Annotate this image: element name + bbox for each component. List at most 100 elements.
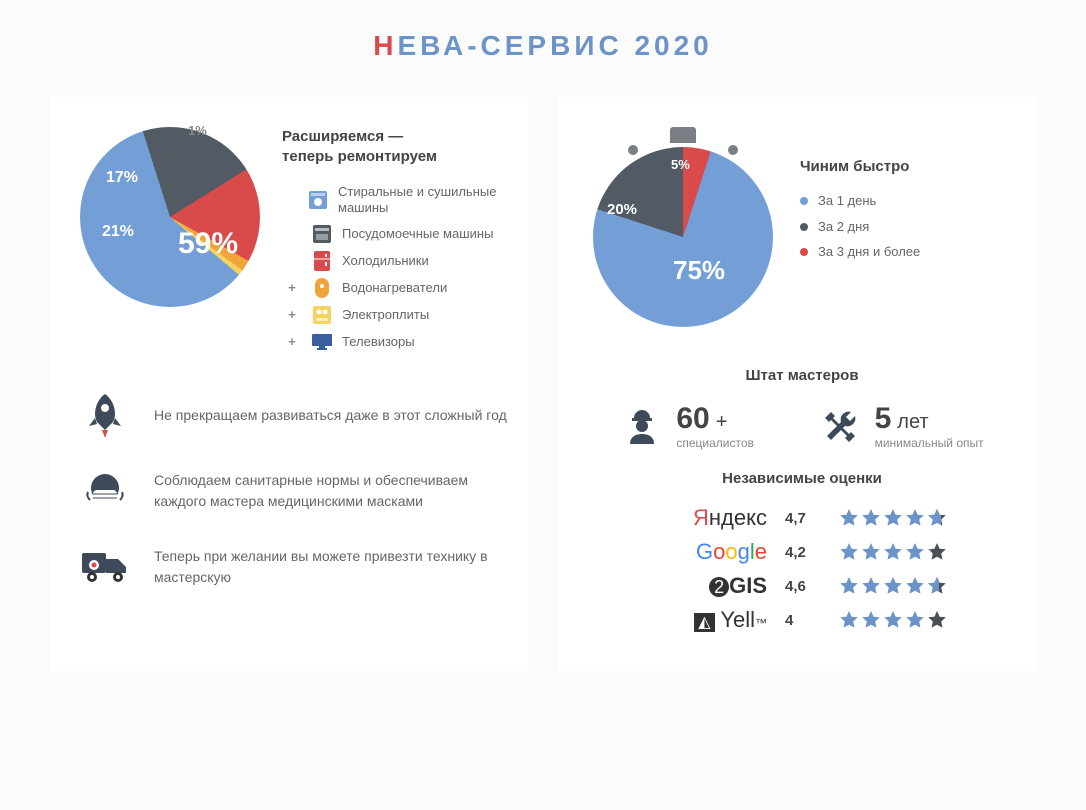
stopwatch-icon: 75% 20% 5% xyxy=(588,127,778,337)
staff-heading: Штат мастеров xyxy=(588,367,1016,384)
dishwasher-icon xyxy=(312,225,332,243)
legend-item: Посудомоечные машины xyxy=(282,225,508,243)
services-pie-title: Расширяемся —теперь ремонтируем xyxy=(282,127,508,168)
star-icon xyxy=(861,610,881,630)
pie-slice-label: 5% xyxy=(671,157,690,172)
star-icon xyxy=(861,576,881,596)
title-first-letter: Н xyxy=(373,30,397,61)
rating-row: Google 4,2 xyxy=(588,539,1016,565)
star-icon xyxy=(905,542,925,562)
plus-marker: + xyxy=(282,280,302,296)
rating-score: 4,6 xyxy=(785,578,821,595)
speed-pie-chart: 75% 20% 5% xyxy=(593,147,773,327)
worker-icon xyxy=(620,404,664,448)
plus-marker: + xyxy=(282,334,302,350)
star-icon xyxy=(839,508,859,528)
legend-item: + Водонагреватели xyxy=(282,279,508,297)
stat-number: 5 xyxy=(875,402,892,436)
legend-label: За 3 дня и более xyxy=(818,244,920,260)
stat-number: 60 xyxy=(676,402,709,436)
plus-marker: + xyxy=(282,307,302,323)
pie-slice-label: 75% xyxy=(673,255,725,286)
stat-item: 60 + специалистов xyxy=(620,402,754,450)
pie-slice-label: 17% xyxy=(106,169,138,187)
rating-row: 2GIS 4,6 xyxy=(588,573,1016,599)
services-pie-chart: 59%21%17%1% xyxy=(80,127,260,307)
star-icon xyxy=(905,576,925,596)
legend-dot xyxy=(800,197,808,205)
speed-pie-title: Чиним быстро xyxy=(800,157,920,177)
star-icon xyxy=(839,542,859,562)
legend-label: Посудомоечные машины xyxy=(342,226,493,242)
star-icon xyxy=(905,508,925,528)
rating-brand: Google xyxy=(657,539,767,565)
star-icon xyxy=(861,508,881,528)
star-icon xyxy=(839,576,859,596)
rating-score: 4,2 xyxy=(785,544,821,561)
legend-item: + Телевизоры xyxy=(282,333,508,351)
legend-label: Электроплиты xyxy=(342,307,429,323)
title-rest: ЕВА-СЕРВИС 2020 xyxy=(397,30,712,61)
rating-brand: 2GIS xyxy=(657,573,767,599)
rating-stars xyxy=(839,508,947,528)
rating-row: Яндекс 4,7 xyxy=(588,505,1016,531)
rating-stars xyxy=(839,610,947,630)
fridge-icon xyxy=(312,252,332,270)
stat-sub: специалистов xyxy=(676,436,754,450)
right-panel: 75% 20% 5% Чиним быстро За 1 день За 2 дня… xyxy=(558,97,1036,671)
rating-stars xyxy=(839,542,947,562)
star-icon xyxy=(883,576,903,596)
star-icon xyxy=(927,542,947,562)
ratings-list: Яндекс 4,7 Google 4,2 2GIS 4,6 ◭ Yell™ 4 xyxy=(588,505,1016,633)
legend-label: За 2 дня xyxy=(818,219,869,235)
stove-icon xyxy=(312,306,332,324)
feature-item: Не прекращаем развиваться даже в этот сл… xyxy=(80,390,508,440)
star-icon xyxy=(861,542,881,562)
washer-icon xyxy=(308,191,328,209)
star-icon xyxy=(883,508,903,528)
legend-label: Водонагреватели xyxy=(342,280,447,296)
feature-text: Теперь при желании вы можете привезти те… xyxy=(154,546,508,588)
star-icon xyxy=(883,542,903,562)
rocket-icon xyxy=(80,390,130,440)
legend-dot xyxy=(800,248,808,256)
stat-sub: минимальный опыт xyxy=(875,436,984,450)
legend-item: + Электроплиты xyxy=(282,306,508,324)
legend-item: За 1 день xyxy=(800,193,920,209)
ratings-heading: Независимые оценки xyxy=(588,470,1016,487)
star-icon xyxy=(927,576,947,596)
star-icon xyxy=(905,610,925,630)
stat-item: 5лет минимальный опыт xyxy=(819,402,984,450)
legend-dot xyxy=(800,223,808,231)
page-title: НЕВА-СЕРВИС 2020 xyxy=(50,30,1036,62)
star-icon xyxy=(927,508,947,528)
stats-row: 60 + специалистов 5лет минимальный опыт xyxy=(588,402,1016,450)
star-icon xyxy=(883,610,903,630)
star-icon xyxy=(839,610,859,630)
feature-text: Соблюдаем санитарные нормы и обеспечивае… xyxy=(154,470,508,512)
legend-label: Телевизоры xyxy=(342,334,415,350)
rating-score: 4 xyxy=(785,612,821,629)
pie-slice-label: 21% xyxy=(102,223,134,241)
rating-stars xyxy=(839,576,947,596)
stat-unit: + xyxy=(716,411,728,434)
services-legend: Стиральные и сушильные машины Посудомоеч… xyxy=(282,184,508,352)
legend-label: Стиральные и сушильные машины xyxy=(338,184,508,217)
feature-item: Теперь при желании вы можете привезти те… xyxy=(80,542,508,592)
legend-item: Холодильники xyxy=(282,252,508,270)
tv-icon xyxy=(312,333,332,351)
rating-score: 4,7 xyxy=(785,510,821,527)
mask-icon xyxy=(80,466,130,516)
rating-brand: Яндекс xyxy=(657,505,767,531)
left-panel: 59%21%17%1% Расширяемся —теперь ремонтир… xyxy=(50,97,528,671)
star-icon xyxy=(927,610,947,630)
legend-label: Холодильники xyxy=(342,253,429,269)
rating-brand: ◭ Yell™ xyxy=(657,607,767,633)
pie-slice-label: 20% xyxy=(607,201,637,218)
pie-slice-label: 1% xyxy=(188,123,207,138)
stat-unit: лет xyxy=(897,411,928,434)
heater-icon xyxy=(312,279,332,297)
legend-item: За 2 дня xyxy=(800,219,920,235)
rating-row: ◭ Yell™ 4 xyxy=(588,607,1016,633)
truck-icon xyxy=(80,542,130,592)
